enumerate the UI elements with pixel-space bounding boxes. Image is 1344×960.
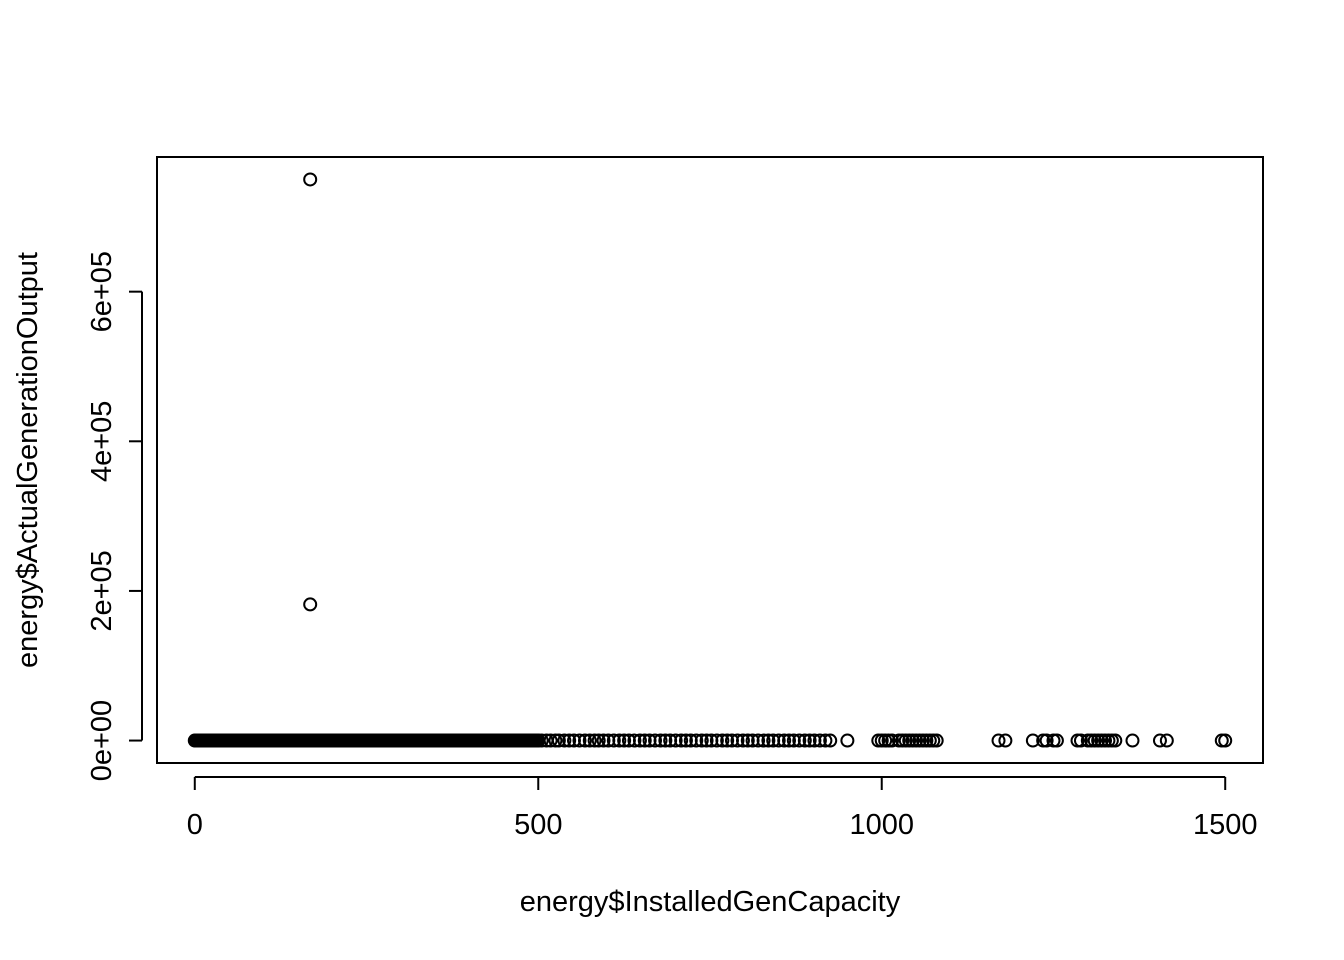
data-point (621, 733, 636, 748)
x-tick-label: 1500 (1193, 809, 1258, 841)
data-point (303, 172, 318, 187)
data-point (674, 733, 689, 748)
plot-frame (156, 156, 1264, 764)
data-point (694, 733, 709, 748)
data-point (557, 733, 572, 748)
data-point (885, 733, 900, 748)
data-point (1073, 733, 1088, 748)
data-point (766, 733, 781, 748)
data-point (929, 733, 944, 748)
data-point (1108, 733, 1123, 748)
data-point (699, 733, 714, 748)
data-point (991, 733, 1006, 748)
data-point (543, 733, 558, 748)
data-point (572, 733, 587, 748)
data-point (596, 733, 611, 748)
data-point (740, 733, 755, 748)
y-axis-label: energy$ActualGenerationOutput (12, 252, 44, 668)
data-point (587, 733, 602, 748)
data-point (562, 733, 577, 748)
data-point (782, 733, 796, 748)
data-point (689, 733, 704, 748)
data-point (577, 733, 592, 748)
data-point (617, 733, 632, 748)
data-point (591, 733, 606, 748)
data-point (812, 733, 827, 748)
data-point (807, 733, 822, 748)
data-point (998, 733, 1013, 748)
data-point (658, 733, 673, 748)
data-point (792, 733, 807, 748)
data-point (823, 733, 838, 748)
data-point (668, 733, 683, 748)
x-axis: 0 500 1000 1500 (187, 776, 1258, 841)
x-axis-label: energy$InstalledGenCapacity (520, 886, 901, 918)
data-point (606, 733, 621, 748)
data-point (761, 733, 776, 748)
data-point (735, 733, 750, 748)
x-tick-label: 0 (187, 809, 203, 841)
x-tick-label: 1000 (849, 809, 914, 841)
y-axis: 0e+00 2e+05 4e+05 6e+05 (86, 251, 143, 781)
data-point (724, 733, 739, 748)
data-point (1025, 733, 1040, 748)
data-point (653, 733, 668, 748)
data-point (642, 733, 657, 748)
data-point (534, 733, 549, 748)
data-point (566, 733, 581, 748)
data-point (632, 733, 647, 748)
data-point (601, 733, 616, 748)
data-point (1039, 733, 1054, 748)
data-point (1049, 733, 1064, 748)
x-tick-label: 500 (514, 809, 562, 841)
data-point (627, 733, 642, 748)
data-point (683, 733, 698, 748)
data-point (771, 733, 786, 748)
data-point (756, 733, 771, 748)
data-point (637, 733, 652, 748)
data-point (1159, 733, 1174, 748)
data-point (1152, 733, 1167, 748)
y-tick-label: 4e+05 (86, 401, 118, 482)
data-point (303, 597, 318, 612)
data-point (777, 733, 792, 748)
data-point (818, 733, 833, 748)
data-point (802, 733, 817, 748)
data-point (1218, 733, 1233, 748)
y-tick-label: 0e+00 (86, 700, 118, 781)
data-point (582, 733, 597, 748)
data-point (751, 733, 766, 748)
data-point (840, 733, 855, 748)
data-points (187, 172, 1233, 748)
data-point (715, 733, 730, 748)
data-point (678, 733, 693, 748)
data-point (730, 733, 745, 748)
data-point (1125, 733, 1140, 748)
data-point (720, 733, 735, 748)
data-point (551, 733, 566, 748)
data-point (648, 733, 663, 748)
data-point (786, 733, 801, 748)
data-point (797, 733, 812, 748)
data-point (709, 733, 724, 748)
data-point (745, 733, 760, 748)
data-point (612, 733, 627, 748)
data-point (663, 733, 678, 748)
y-tick-label: 2e+05 (86, 550, 118, 631)
y-tick-label: 6e+05 (86, 251, 118, 332)
